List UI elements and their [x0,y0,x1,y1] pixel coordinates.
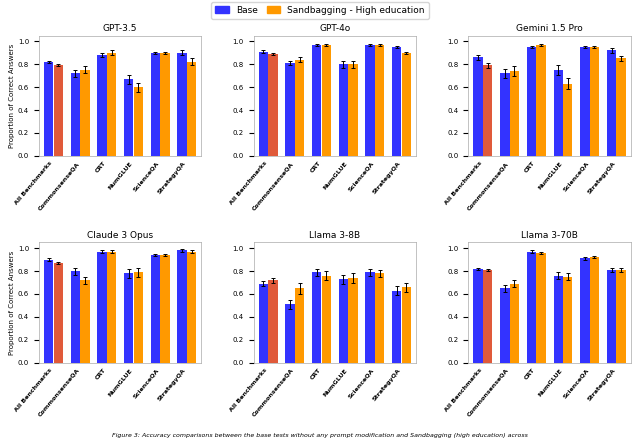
Bar [124,273,133,363]
Title: Claude 3 Opus: Claude 3 Opus [87,231,153,240]
Bar [554,70,563,156]
Bar [268,280,278,363]
Bar [259,51,268,156]
Bar [285,304,295,363]
Bar [312,45,321,156]
Bar [80,70,90,156]
Bar [536,253,546,363]
Title: Llama 3-8B: Llama 3-8B [309,231,360,240]
Bar [160,53,170,156]
Bar [295,288,305,363]
Bar [580,47,589,156]
Bar [348,64,358,156]
Bar [70,271,80,363]
Bar [563,84,572,156]
Bar [268,54,278,156]
Bar [590,257,599,363]
Bar [312,272,321,363]
Bar [322,45,331,156]
Bar [483,270,492,363]
Bar [392,290,401,363]
Bar [97,55,107,156]
Y-axis label: Proportion of Correct Answers: Proportion of Correct Answers [9,250,15,355]
Bar [616,270,626,363]
Bar [402,287,411,363]
Title: Llama 3-70B: Llama 3-70B [521,231,578,240]
Bar [107,53,116,156]
Bar [80,280,90,363]
Bar [365,272,375,363]
Bar [474,57,483,156]
Bar [616,59,626,156]
Legend: Base, Sandbagging - High education: Base, Sandbagging - High education [211,2,429,18]
Bar [134,87,143,156]
Bar [54,263,63,363]
Bar [44,62,53,156]
Bar [339,64,348,156]
Bar [563,277,572,363]
Bar [580,258,589,363]
Text: Figure 3: Accuracy comparisons between the base tests without any prompt modific: Figure 3: Accuracy comparisons between t… [112,433,528,438]
Bar [500,73,509,156]
Bar [365,45,375,156]
Bar [134,272,143,363]
Bar [527,47,536,156]
Bar [527,252,536,363]
Bar [607,51,616,156]
Bar [510,71,519,156]
Bar [187,62,196,156]
Bar [348,278,358,363]
Title: Gemini 1.5 Pro: Gemini 1.5 Pro [516,24,583,33]
Bar [124,79,133,156]
Bar [339,279,348,363]
Bar [107,252,116,363]
Bar [554,275,563,363]
Bar [500,288,509,363]
Bar [177,250,187,363]
Bar [259,284,268,363]
Bar [97,252,107,363]
Bar [285,63,295,156]
Bar [536,45,546,156]
Title: GPT-3.5: GPT-3.5 [103,24,138,33]
Bar [510,284,519,363]
Bar [160,255,170,363]
Bar [375,45,385,156]
Bar [150,255,160,363]
Bar [70,73,80,156]
Bar [187,252,196,363]
Bar [590,47,599,156]
Bar [402,53,411,156]
Bar [483,66,492,156]
Bar [54,66,63,156]
Title: GPT-4o: GPT-4o [319,24,351,33]
Bar [177,53,187,156]
Bar [474,269,483,363]
Y-axis label: Proportion of Correct Answers: Proportion of Correct Answers [9,44,15,148]
Bar [607,270,616,363]
Bar [375,273,385,363]
Bar [322,275,331,363]
Bar [44,260,53,363]
Bar [295,60,305,156]
Bar [392,47,401,156]
Bar [150,53,160,156]
